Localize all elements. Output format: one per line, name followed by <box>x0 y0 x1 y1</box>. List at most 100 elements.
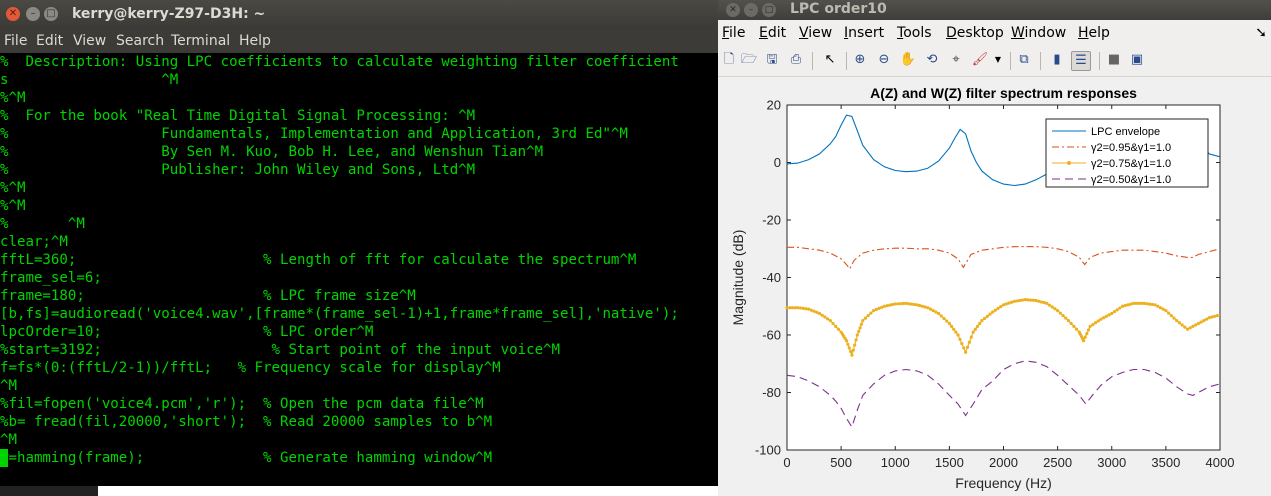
menu-edit[interactable]: Edit <box>759 25 787 41</box>
spectrum-chart: 0 500 1000 1500 2000 2500 3000 3500 4000 20 0 -20 -4… <box>730 85 1234 491</box>
series-point <box>1145 302 1149 306</box>
desktop-strip <box>0 486 718 496</box>
series-point <box>1088 324 1092 328</box>
toolbar-separator <box>846 52 847 70</box>
menu-window[interactable]: Window <box>1011 25 1067 41</box>
open-file-icon[interactable]: 🗁 <box>740 52 758 67</box>
terminal-line: fftL=360; % Length of fft for calculate … <box>0 252 637 268</box>
series-point <box>993 308 997 312</box>
series-point <box>975 324 980 328</box>
series-point <box>853 343 857 347</box>
terminal-line: % By Sen M. Kuo, Bob H. Lee, and Wenshun… <box>0 144 544 160</box>
series-point <box>812 309 816 313</box>
legend-label-4: γ2=0.50&γ1=1.0 <box>1091 174 1171 186</box>
zoom-in-icon[interactable]: ⊕ <box>854 52 866 67</box>
series-point <box>965 345 970 349</box>
data-cursor-icon[interactable]: ⌖ <box>952 52 960 67</box>
series-point <box>969 335 973 339</box>
series-point <box>846 342 850 346</box>
series-point <box>909 302 914 306</box>
legend-label-2: γ2=0.95&γ1=1.0 <box>1091 142 1171 154</box>
series-point <box>1061 313 1065 318</box>
series-point <box>825 317 830 321</box>
pointer-icon[interactable]: ↖ <box>824 52 836 67</box>
terminal-line: s ^M <box>0 72 179 88</box>
series-point <box>901 301 905 306</box>
menu-desktop[interactable]: Desktop <box>946 25 1004 41</box>
series-point <box>882 304 887 308</box>
series-line-2 <box>787 245 1221 270</box>
colorbar-icon[interactable]: ▮ <box>1053 52 1061 67</box>
menu-view[interactable]: View <box>799 25 833 41</box>
link-plot-icon[interactable]: ⧉ <box>1019 52 1029 67</box>
series-point <box>934 310 938 314</box>
series-point <box>971 330 975 334</box>
menu-edit[interactable]: Edit <box>36 33 64 49</box>
menu-help[interactable]: Help <box>1078 25 1110 41</box>
terminal-window: ✕ – □ kerry@kerry-Z97-D3H: ~ File Edit V… <box>0 0 718 496</box>
menu-view[interactable]: View <box>73 33 107 49</box>
print-icon[interactable]: ⎙ <box>790 52 802 67</box>
x-tick-label: 1500 <box>935 455 964 470</box>
x-tick-label: 3000 <box>1097 455 1126 470</box>
series-point <box>1123 303 1127 308</box>
menu-help[interactable]: Help <box>239 33 271 49</box>
terminal-line: % ^M <box>0 216 85 232</box>
series-point <box>936 311 941 316</box>
series-point <box>850 353 854 357</box>
maximize-icon[interactable]: □ <box>762 3 776 17</box>
minimize-icon[interactable]: – <box>744 3 758 17</box>
legend-icon[interactable]: ☰ <box>1071 51 1091 71</box>
series-point <box>1042 301 1046 305</box>
series-point <box>1150 302 1154 307</box>
series-point <box>1194 323 1198 327</box>
series-point <box>847 346 851 350</box>
show-plot-tools-icon[interactable]: ▣ <box>1130 52 1144 67</box>
series-point <box>907 302 911 306</box>
x-axis-label: Frequency (Hz) <box>955 475 1051 491</box>
pan-hand-icon[interactable]: ✋ <box>899 52 917 67</box>
save-icon[interactable]: 🖫 <box>766 52 778 67</box>
series-point <box>1020 298 1025 302</box>
menu-search[interactable]: Search <box>116 33 165 49</box>
menu-terminal[interactable]: Terminal <box>171 33 231 49</box>
close-icon[interactable]: ✕ <box>6 7 20 21</box>
menu-file[interactable]: File <box>722 25 746 41</box>
series-point <box>1212 314 1217 318</box>
series-point <box>854 338 858 342</box>
series-point <box>949 324 954 328</box>
series-point <box>872 308 876 313</box>
figure-canvas[interactable]: 0 500 1000 1500 2000 2500 3000 3500 4000 20 0 -20 -4… <box>718 77 1271 496</box>
series-point <box>1115 308 1119 312</box>
series-point <box>857 329 861 334</box>
brush-icon[interactable]: 🖌 <box>971 52 989 67</box>
series-point <box>1066 319 1071 323</box>
series-point <box>880 305 884 309</box>
rotate-3d-icon[interactable]: ⟲ <box>926 52 938 67</box>
series-point <box>1107 313 1111 317</box>
terminal-line: ^M <box>0 432 17 448</box>
brush-dropdown-icon[interactable]: ▼ <box>994 55 1002 64</box>
hide-plot-tools-icon[interactable]: ■ <box>1107 52 1121 67</box>
terminal-line: %^M <box>0 198 26 214</box>
menu-insert[interactable]: Insert <box>844 25 885 41</box>
series-point <box>942 316 946 321</box>
close-icon[interactable]: ✕ <box>726 3 740 17</box>
series-point <box>1183 325 1187 329</box>
series-point <box>967 340 972 344</box>
x-tick-label: 2500 <box>1043 455 1072 470</box>
terminal-line: ^M <box>0 378 17 394</box>
terminal-line: lpcOrder=10; % LPC order^M <box>0 324 374 340</box>
menu-overflow-icon[interactable]: ➘ <box>1255 25 1267 41</box>
series-point <box>1207 316 1211 320</box>
series-point <box>885 304 889 308</box>
series-point <box>999 305 1003 309</box>
maximize-icon[interactable]: □ <box>44 7 58 21</box>
terminal-text-area[interactable]: % Description: Using LPC coefficients to… <box>0 53 718 486</box>
new-figure-icon[interactable]: 🗋 <box>723 52 735 67</box>
menu-file[interactable]: File <box>4 33 28 49</box>
series-point <box>834 324 838 328</box>
zoom-out-icon[interactable]: ⊖ <box>878 52 890 67</box>
menu-tools[interactable]: Tools <box>897 25 932 41</box>
minimize-icon[interactable]: – <box>26 7 40 21</box>
